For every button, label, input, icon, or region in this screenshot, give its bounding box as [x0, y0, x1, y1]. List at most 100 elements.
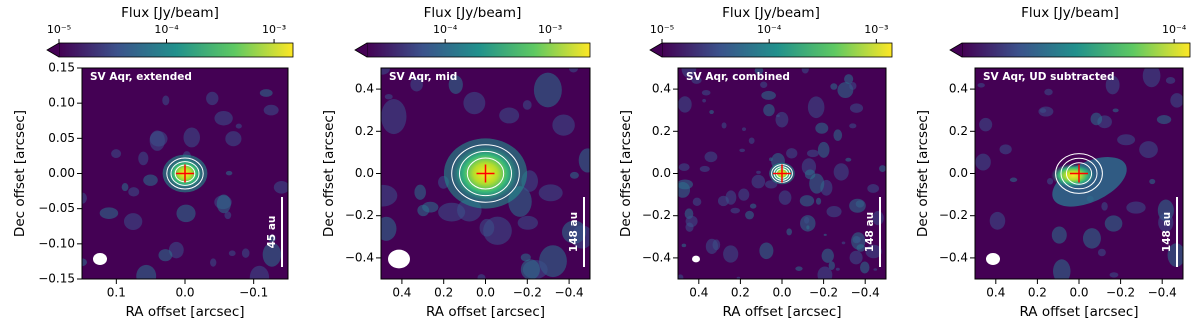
emission-blob — [799, 195, 815, 207]
emission-blob — [1139, 141, 1158, 158]
emission-blob — [749, 203, 757, 209]
emission-blob — [111, 149, 122, 159]
emission-blob — [849, 250, 863, 265]
x-tick-label: 0.4 — [392, 286, 411, 300]
x-tick-label: −0.2 — [513, 286, 542, 300]
emission-blob — [1156, 115, 1172, 125]
emission-blob — [806, 225, 810, 230]
x-tick-label: −0.2 — [1106, 286, 1135, 300]
emission-blob — [183, 127, 201, 148]
emission-blob — [709, 110, 714, 115]
x-axis-label: RA offset [arcsec] — [1019, 304, 1138, 320]
emission-blob — [138, 151, 149, 166]
emission-blob — [989, 211, 1006, 230]
emission-blob — [538, 184, 563, 202]
emission-blob — [1104, 215, 1123, 232]
emission-blob — [873, 268, 878, 271]
emission-blob — [678, 163, 690, 171]
panel-title: SV Aqr, mid — [389, 71, 457, 83]
emission-blob — [977, 82, 985, 88]
colorbar-tick-label: 10⁻⁴ — [154, 23, 179, 36]
image: 148 au SV Aqr, UD subtracted — [975, 68, 1183, 279]
x-tick-label: 0.0 — [772, 286, 791, 300]
colorbar-tick-label: 10⁻³ — [864, 23, 888, 36]
colorbar-extend — [649, 42, 663, 58]
colorbar-tick-label: 10⁻⁴ — [757, 23, 782, 36]
y-tick-label: −0.2 — [642, 208, 671, 222]
x-tick-label: −0.4 — [1148, 286, 1177, 300]
emission-blob — [463, 91, 486, 115]
emission-blob — [268, 234, 276, 243]
emission-blob — [522, 100, 532, 110]
emission-blob — [763, 104, 775, 117]
emission-blob — [815, 122, 829, 134]
colorbar-extend — [949, 42, 963, 58]
emission-blob — [176, 204, 196, 223]
colorbar-label: Flux [Jy/beam] — [722, 5, 820, 21]
emission-blob — [723, 245, 739, 263]
emission-blob — [533, 72, 562, 108]
x-axis-label: RA offset [arcsec] — [125, 304, 244, 320]
x-tick-label: 0.1 — [107, 286, 126, 300]
emission-blob — [517, 215, 538, 230]
emission-blob — [1044, 88, 1053, 96]
emission-blob — [82, 192, 87, 204]
emission-blob — [760, 81, 768, 89]
emission-blob — [742, 127, 747, 131]
emission-blob — [856, 244, 866, 252]
emission-blob — [702, 98, 706, 103]
emission-blob — [736, 276, 741, 279]
emission-blob — [807, 149, 819, 158]
emission-blob — [82, 258, 88, 267]
emission-blob — [712, 239, 721, 251]
colorbar-label: Flux [Jy/beam] — [1021, 5, 1119, 21]
emission-blob — [849, 103, 864, 113]
emission-blob — [678, 274, 684, 279]
x-tick-label: 0.2 — [1028, 286, 1047, 300]
emission-blob — [381, 216, 397, 241]
emission-blob — [438, 202, 466, 222]
x-axis-label: RA offset [arcsec] — [426, 304, 545, 320]
emission-blob — [1046, 178, 1054, 185]
scale-bar-label: 148 au — [568, 212, 580, 252]
emission-blob — [206, 91, 219, 106]
emission-blob — [717, 195, 729, 207]
emission-blob — [845, 157, 852, 162]
emission-blob — [1101, 201, 1108, 211]
y-tick-label: 0.4 — [949, 82, 968, 96]
x-tick-label: 0.2 — [434, 286, 453, 300]
contour — [466, 157, 505, 190]
y-tick-label: 0.2 — [355, 124, 374, 138]
colorbar-tick-label: 10⁻⁵ — [47, 23, 71, 36]
y-tick-label: −0.15 — [38, 272, 75, 286]
y-tick-label: 0.10 — [48, 96, 75, 110]
emission-blob — [701, 89, 711, 96]
emission-blob — [384, 93, 393, 100]
emission-blob — [855, 236, 861, 243]
y-axis-label: Dec offset [arcsec] — [915, 110, 931, 237]
y-tick-label: 0.4 — [652, 82, 671, 96]
emission-blob — [1126, 201, 1146, 214]
emission-blob — [136, 264, 157, 279]
emission-blob — [578, 148, 590, 173]
emission-blob — [685, 222, 694, 232]
emission-blob — [1038, 106, 1054, 117]
y-tick-label: −0.05 — [38, 201, 75, 215]
core — [1051, 163, 1095, 188]
emission-blob — [745, 210, 754, 220]
contour — [166, 157, 204, 190]
y-tick-label: −0.10 — [38, 236, 75, 250]
emission-blob — [761, 90, 776, 100]
emission-blob — [678, 96, 692, 113]
emission-blob — [830, 83, 838, 90]
emission-blob — [241, 248, 250, 258]
y-axis-label: Dec offset [arcsec] — [618, 110, 634, 237]
emission-blob — [821, 248, 834, 263]
colorbar — [58, 42, 294, 58]
emission-blob — [759, 242, 774, 260]
y-tick-label: −0.4 — [345, 250, 374, 264]
emission-blob — [678, 179, 694, 190]
emission-blob — [730, 207, 740, 214]
x-tick-label: −0.4 — [851, 286, 880, 300]
emission-blob — [499, 107, 520, 124]
